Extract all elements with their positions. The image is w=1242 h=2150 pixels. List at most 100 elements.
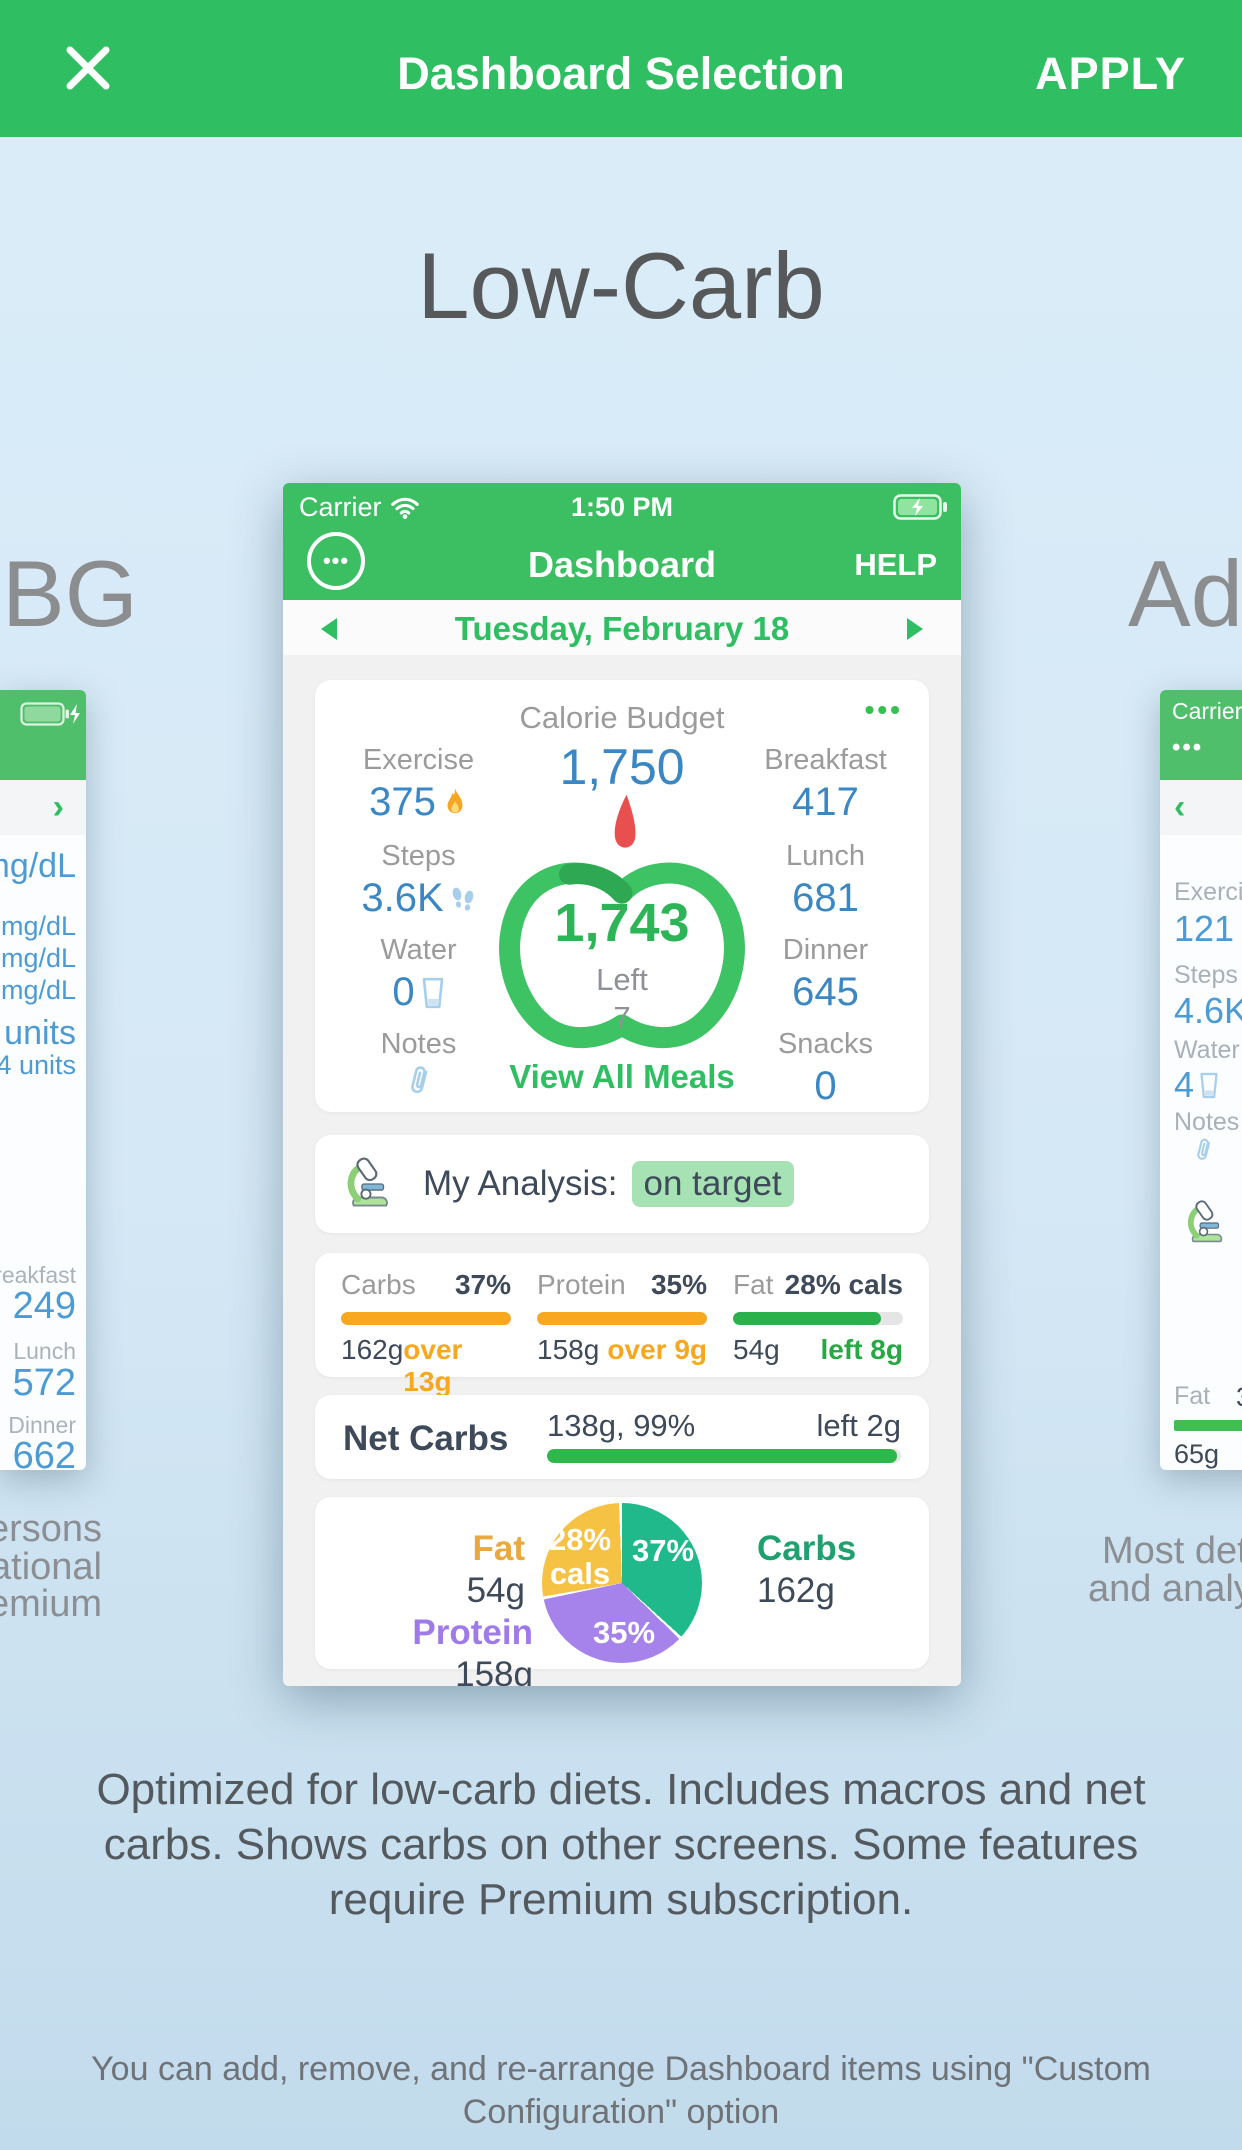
calorie-budget-card: Calorie Budget ••• 1,750 Exercise 375 St…: [315, 680, 929, 1112]
water-value[interactable]: 0: [321, 970, 516, 1015]
steps-label: Steps: [381, 840, 456, 872]
wifi-icon: [390, 497, 419, 519]
pie-carbs-legend: Carbs: [757, 1529, 857, 1568]
exercise-value[interactable]: 375: [321, 780, 516, 825]
breakfast-value: 249: [12, 1285, 76, 1327]
right-preview-caption: Most detail: [1102, 1530, 1242, 1572]
insulin-reading: 4 units: [0, 1014, 76, 1052]
steps-label: Steps: [1174, 961, 1238, 989]
water-number: 0: [392, 970, 415, 1014]
pie-fat-grams: 54g: [466, 1571, 525, 1610]
protein-delta: over 9g: [607, 1334, 707, 1365]
chevron-left-icon[interactable]: ‹: [1174, 788, 1186, 826]
pie-fat-legend: Fat: [472, 1529, 526, 1568]
exercise-number: 121: [1174, 908, 1235, 949]
exercise-value: 121: [1174, 908, 1242, 950]
net-carbs-remaining: left 2g: [816, 1408, 901, 1443]
low-carb-dashboard-preview: Carrier 1:50 PM •••: [283, 483, 961, 1686]
left-preview-body: mg/dL 2 mg/dL 0 mg/dL 6 mg/dL 4 units 4 …: [0, 835, 86, 1470]
microscope-icon: [347, 1157, 388, 1207]
phone-screen-title: Dashboard: [527, 544, 717, 585]
custom-configuration-note: You can add, remove, and re-arrange Dash…: [91, 2050, 1151, 2131]
macro-pie-card: 37% 35% 28% cals Fat 54g Carbs 162g Prot…: [315, 1497, 929, 1686]
pie-carbs-grams: 162g: [757, 1571, 835, 1610]
help-button[interactable]: HELP: [854, 547, 937, 582]
dashboard-description: Optimized for low-carb diets. Includes m…: [96, 1765, 1146, 1924]
calories-left-gauge: 1,743 Left 7: [472, 792, 772, 1064]
battery-charging-icon: [20, 702, 80, 726]
calories-left-sub: 7: [613, 1000, 631, 1035]
right-preview-phone[interactable]: Carrier ••• ‹ Exercise 121 Steps 4.6K: [1160, 690, 1242, 1470]
protein-slice-label: 35%: [592, 1615, 656, 1650]
left-preview-navrow: ›: [0, 780, 86, 835]
dinner-value[interactable]: 645: [728, 970, 923, 1015]
fat-percent: 3: [1236, 1382, 1242, 1413]
protein-progress-bar: [537, 1312, 707, 1325]
fat-percent: 28% cals: [784, 1269, 903, 1300]
protein-grams: 158g: [537, 1334, 600, 1365]
breakfast-value[interactable]: 417: [728, 780, 923, 825]
next-day-button[interactable]: [907, 618, 923, 640]
lunch-value[interactable]: 681: [728, 876, 923, 921]
dashboard-content: Calorie Budget ••• 1,750 Exercise 375 St…: [283, 655, 961, 1686]
apply-button[interactable]: APPLY: [1035, 48, 1186, 99]
snacks-value[interactable]: 0: [728, 1064, 923, 1109]
chevron-right-icon[interactable]: ›: [52, 788, 64, 826]
carrier-label: Carrier: [299, 492, 382, 522]
left-preview-title: BG: [2, 541, 138, 646]
protein-macro[interactable]: Protein 35% 158g over 9g: [537, 1269, 707, 1365]
calorie-budget-value: 1,750: [559, 739, 685, 795]
steps-value: 4.6K: [1174, 990, 1242, 1032]
clock: 1:50 PM: [570, 492, 674, 522]
snacks-number: 0: [814, 1064, 837, 1108]
water-number: 4: [1174, 1064, 1195, 1105]
fat-slice-label: 28% cals: [549, 1523, 611, 1591]
prev-day-button[interactable]: [321, 618, 337, 640]
dinner-label: Dinner: [782, 934, 869, 966]
my-analysis-card[interactable]: My Analysis: on target: [315, 1135, 929, 1233]
menu-dots-icon: •••: [322, 548, 350, 573]
fat-name: Fat: [733, 1269, 774, 1300]
pie-protein-legend: Protein: [412, 1613, 533, 1652]
phone-nav-bar: ••• Dashboard HELP: [283, 530, 961, 600]
my-analysis-label: My Analysis:: [423, 1164, 618, 1203]
analysis-status-badge: on target: [631, 1161, 794, 1207]
menu-dots-icon[interactable]: •••: [1172, 734, 1204, 761]
water-glass-icon: [1200, 1072, 1218, 1098]
breakfast-number: 417: [792, 780, 859, 824]
apple-stem-icon: [614, 794, 636, 848]
left-preview-caption: gestational: [0, 1546, 102, 1588]
microscope-icon: [1188, 1200, 1223, 1243]
macro-pie-chart[interactable]: [542, 1503, 702, 1663]
protein-percent: 35%: [650, 1269, 707, 1300]
breakfast-label: Breakfast: [0, 1262, 76, 1288]
fat-grams: 65g: [1174, 1439, 1220, 1469]
left-preview-caption: Premium: [0, 1583, 102, 1625]
status-bar: Carrier 1:50 PM: [283, 483, 961, 530]
card-menu-button[interactable]: •••: [864, 694, 903, 725]
right-preview-navrow: ‹: [1160, 780, 1242, 835]
snacks-label: Snacks: [777, 1028, 874, 1060]
pie-protein-grams: 158g: [455, 1655, 533, 1686]
menu-button[interactable]: •••: [307, 532, 365, 590]
fire-icon: [447, 787, 463, 813]
steps-value[interactable]: 3.6K: [321, 876, 516, 921]
left-preview-statusbar: [0, 690, 86, 780]
view-all-meals-link[interactable]: View All Meals: [509, 1058, 735, 1095]
notes-label: Notes: [380, 1028, 457, 1060]
insulin-reading: 4 units: [0, 1050, 76, 1080]
close-button[interactable]: [60, 40, 116, 96]
exercise-label: Exercise: [362, 744, 475, 776]
water-glass-icon: [422, 977, 443, 1008]
fat-macro[interactable]: Fat 28% cals 54g left 8g: [733, 1269, 903, 1365]
left-preview-phone[interactable]: › mg/dL 2 mg/dL 0 mg/dL 6 mg/dL 4 units …: [0, 690, 86, 1470]
notes-value[interactable]: [321, 1062, 516, 1098]
carbs-slice-label: 37%: [631, 1533, 695, 1568]
fat-grams: 54g: [733, 1334, 780, 1365]
carbs-macro[interactable]: Carbs 37% 162g over 13g: [341, 1269, 511, 1397]
fat-progress-bar: [1174, 1420, 1242, 1431]
fat-label: Fat: [1174, 1382, 1211, 1410]
net-carbs-card[interactable]: Net Carbs 138g, 99% left 2g: [315, 1395, 929, 1479]
page-title: Dashboard Selection: [397, 48, 845, 99]
steps-number: 4.6K: [1174, 990, 1242, 1031]
